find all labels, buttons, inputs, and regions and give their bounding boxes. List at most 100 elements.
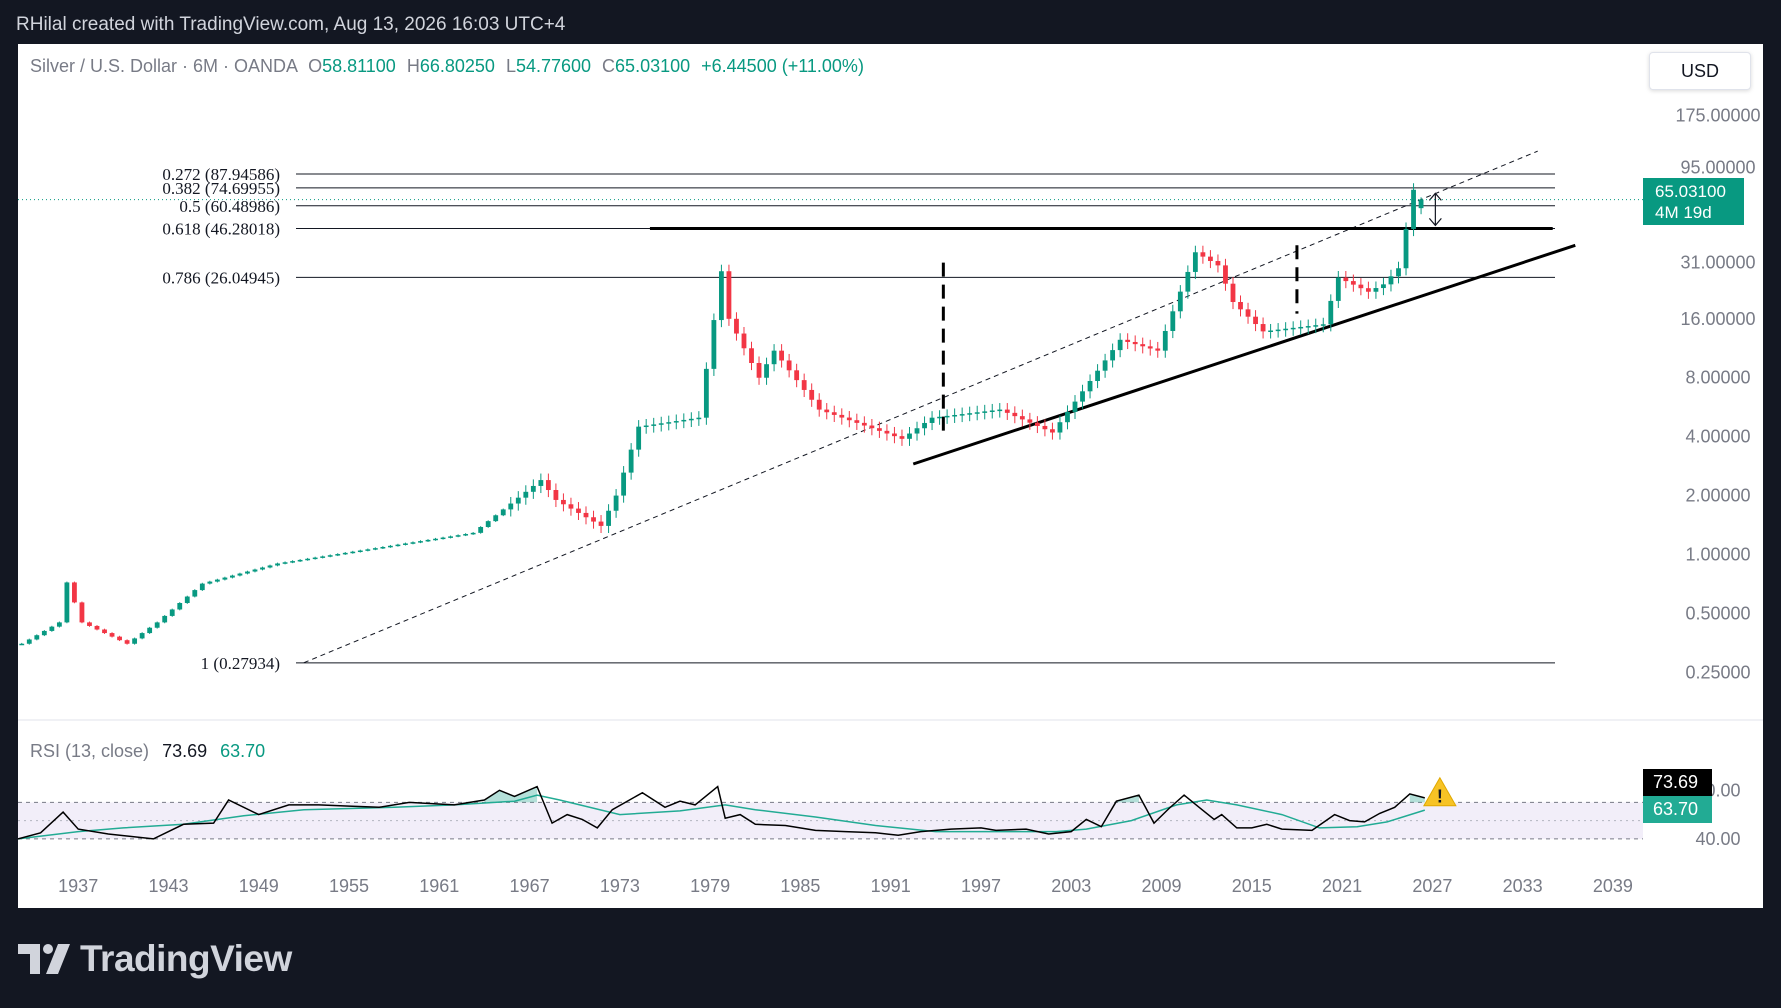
candle-body	[320, 556, 326, 558]
candle-body	[335, 554, 341, 556]
candle-body	[1320, 324, 1326, 326]
candle-body	[914, 428, 920, 434]
candle-body	[1411, 189, 1416, 230]
rsi-legend-value: 73.69	[162, 741, 208, 761]
candle-body	[892, 433, 897, 437]
candle-body	[1185, 271, 1191, 292]
candle-body	[1208, 256, 1213, 262]
candle-body	[839, 414, 845, 418]
y-tick-label: 8.00000	[1685, 368, 1750, 388]
rsi-line	[18, 785, 1425, 840]
last-price-value: 65.03100	[1655, 182, 1726, 201]
candle-body	[147, 627, 153, 634]
candle-body	[1132, 341, 1138, 345]
high-label: H	[406, 56, 420, 76]
candle-body	[380, 546, 386, 549]
candle-body	[779, 350, 785, 361]
candle-body	[1268, 330, 1274, 332]
candle-body	[124, 640, 130, 644]
candle-body	[327, 555, 333, 557]
candle-body	[297, 559, 303, 562]
candle-body	[1027, 419, 1033, 423]
rsi-legend: RSI (13, close) 73.69 63.70	[30, 741, 265, 762]
rsi-ma-tag: 63.70	[1643, 796, 1712, 823]
candle-body	[1223, 265, 1228, 284]
candle-body	[967, 413, 973, 415]
rsi-legend-ma-value: 63.70	[220, 741, 266, 761]
candle-body	[643, 425, 649, 428]
candle-body	[169, 609, 175, 616]
candle-body	[794, 370, 800, 381]
candle-body	[703, 368, 709, 418]
candle-body	[1117, 339, 1123, 351]
candle-body	[568, 504, 574, 509]
candle-body	[959, 414, 965, 416]
x-tick-label: 2039	[1593, 876, 1633, 896]
candle-body	[884, 430, 890, 434]
candle-body	[1343, 277, 1349, 282]
candle-body	[545, 480, 551, 491]
candle-body	[1290, 327, 1296, 330]
x-tick-label: 1961	[419, 876, 459, 896]
fib-level-label: 0.786 (26.04945)	[162, 268, 280, 287]
fib-level-label: 0.618 (46.28018)	[162, 220, 280, 239]
candle-body	[34, 635, 40, 640]
price-chart[interactable]: 0.272 (87.94586)0.382 (74.69955)0.5 (60.…	[18, 44, 1763, 908]
candle-body	[102, 629, 107, 634]
candle-body	[831, 412, 837, 415]
y-tick-label: 175.00000	[1675, 105, 1760, 125]
open-label: O	[308, 56, 323, 76]
candle-body	[350, 551, 356, 554]
rsi-overbought-fill	[1409, 793, 1425, 803]
candle-body	[688, 418, 694, 421]
tradingview-logo[interactable]: TradingView	[18, 938, 292, 980]
candle-body	[1147, 346, 1153, 349]
candle-body	[1275, 329, 1281, 332]
fib-level-label: 1 (0.27934)	[201, 654, 280, 673]
y-tick-label: 95.00000	[1680, 157, 1755, 177]
candle-body	[87, 622, 92, 626]
candle-body	[561, 499, 566, 505]
tradingview-logo-icon	[18, 944, 70, 974]
chart-panel[interactable]: 0.272 (87.94586) 0.382 (74.69955) 0.5 (60.…	[18, 44, 1763, 908]
candle-body	[49, 626, 55, 631]
y-tick-label: 31.00000	[1680, 253, 1755, 273]
candle-body	[342, 552, 348, 555]
chart-attribution: RHilal created with TradingView.com, Aug…	[16, 14, 566, 35]
candle-body	[786, 360, 792, 371]
candle-body	[1034, 422, 1040, 426]
candle-body	[1042, 425, 1048, 430]
candle-body	[997, 409, 1003, 412]
fib-level-label: 0.272 (87.94586)	[162, 165, 280, 184]
candle-body	[1365, 288, 1371, 292]
x-tick-label: 1979	[690, 876, 730, 896]
candle-body	[470, 532, 476, 535]
candle-body	[493, 515, 499, 522]
y-tick-label: 2.00000	[1685, 486, 1750, 506]
candle-body	[1396, 268, 1401, 277]
currency-button[interactable]: USD	[1649, 52, 1751, 90]
candle-body	[1350, 281, 1356, 285]
candle-body	[1102, 360, 1108, 371]
candle-body	[621, 472, 627, 496]
trend-lines	[303, 150, 1576, 664]
candle-body	[275, 563, 280, 566]
candle-body	[1200, 252, 1206, 257]
candle-body	[952, 414, 958, 417]
candle-body	[974, 412, 980, 414]
candle-body	[1050, 429, 1055, 433]
candle-body	[681, 419, 687, 422]
candle-body	[440, 537, 446, 540]
candle-body	[666, 422, 672, 424]
dashed-channel-line	[303, 150, 1538, 664]
candle-body	[523, 491, 529, 498]
candle-body	[1381, 284, 1386, 289]
x-tick-label: 1937	[58, 876, 98, 896]
candle-body	[1328, 300, 1334, 325]
rsi-title: RSI (13, close)	[30, 741, 150, 761]
candle-body	[741, 333, 747, 349]
rsi-oversold-label: 40.00	[1695, 829, 1740, 849]
x-tick-label: 2009	[1141, 876, 1181, 896]
candle-body	[846, 417, 852, 421]
x-tick-label: 1943	[148, 876, 188, 896]
